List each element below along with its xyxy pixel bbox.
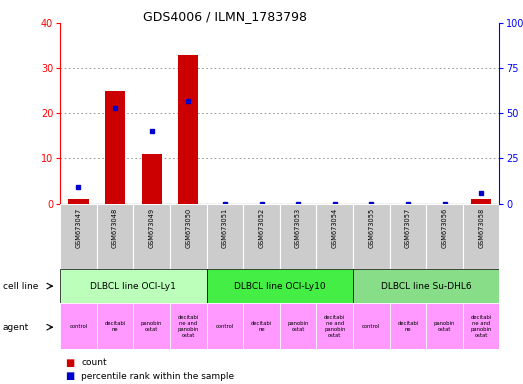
Text: control: control <box>216 324 234 329</box>
Bar <box>353 303 390 349</box>
Text: DLBCL line OCI-Ly1: DLBCL line OCI-Ly1 <box>90 281 176 291</box>
Text: panobin
ostat: panobin ostat <box>288 321 309 332</box>
Bar <box>60 269 207 303</box>
Text: percentile rank within the sample: percentile rank within the sample <box>81 372 234 381</box>
Text: ■: ■ <box>65 358 75 368</box>
Text: GSM673047: GSM673047 <box>75 208 82 248</box>
Bar <box>426 204 463 269</box>
Text: panobin
ostat: panobin ostat <box>434 321 455 332</box>
Bar <box>133 204 170 269</box>
Text: GSM673050: GSM673050 <box>185 208 191 248</box>
Text: decitabi
ne: decitabi ne <box>251 321 272 332</box>
Text: cell line: cell line <box>3 281 38 291</box>
Bar <box>243 204 280 269</box>
Text: ■: ■ <box>65 371 75 381</box>
Bar <box>390 204 426 269</box>
Text: GSM673054: GSM673054 <box>332 208 338 248</box>
Bar <box>463 303 499 349</box>
Text: GSM673052: GSM673052 <box>258 208 265 248</box>
Text: GSM673048: GSM673048 <box>112 208 118 248</box>
Text: GSM673057: GSM673057 <box>405 208 411 248</box>
Text: panobin
ostat: panobin ostat <box>141 321 162 332</box>
Bar <box>280 303 316 349</box>
Bar <box>426 303 463 349</box>
Text: GSM673056: GSM673056 <box>441 208 448 248</box>
Bar <box>60 204 97 269</box>
Bar <box>178 55 198 204</box>
Bar <box>207 303 243 349</box>
Text: decitabi
ne and
panobin
ostat: decitabi ne and panobin ostat <box>471 315 492 338</box>
Bar <box>60 303 97 349</box>
Text: decitabi
ne and
panobin
ostat: decitabi ne and panobin ostat <box>324 315 345 338</box>
Text: decitabi
ne: decitabi ne <box>105 321 126 332</box>
Bar <box>471 199 491 204</box>
Bar <box>207 204 243 269</box>
Bar <box>316 204 353 269</box>
Bar <box>97 303 133 349</box>
Bar <box>69 199 88 204</box>
Text: DLBCL line OCI-Ly10: DLBCL line OCI-Ly10 <box>234 281 326 291</box>
Bar <box>390 303 426 349</box>
Bar <box>133 303 170 349</box>
Bar <box>353 204 390 269</box>
Text: decitabi
ne and
panobin
ostat: decitabi ne and panobin ostat <box>178 315 199 338</box>
Bar <box>105 91 125 204</box>
Text: GSM673051: GSM673051 <box>222 208 228 248</box>
Bar <box>97 204 133 269</box>
Text: GSM673058: GSM673058 <box>478 208 484 248</box>
Text: agent: agent <box>3 323 29 332</box>
Text: DLBCL line Su-DHL6: DLBCL line Su-DHL6 <box>381 281 472 291</box>
Bar <box>316 303 353 349</box>
Bar <box>170 204 207 269</box>
Text: control: control <box>362 324 380 329</box>
Bar <box>280 204 316 269</box>
Text: GSM673055: GSM673055 <box>368 208 374 248</box>
Bar <box>142 154 162 204</box>
Text: GDS4006 / ILMN_1783798: GDS4006 / ILMN_1783798 <box>143 10 307 23</box>
Text: GSM673049: GSM673049 <box>149 208 155 248</box>
Bar <box>170 303 207 349</box>
Text: control: control <box>70 324 87 329</box>
Text: count: count <box>81 358 107 367</box>
Text: GSM673053: GSM673053 <box>295 208 301 248</box>
Bar <box>353 269 499 303</box>
Text: decitabi
ne: decitabi ne <box>397 321 418 332</box>
Bar <box>243 303 280 349</box>
Bar <box>463 204 499 269</box>
Bar <box>207 269 353 303</box>
